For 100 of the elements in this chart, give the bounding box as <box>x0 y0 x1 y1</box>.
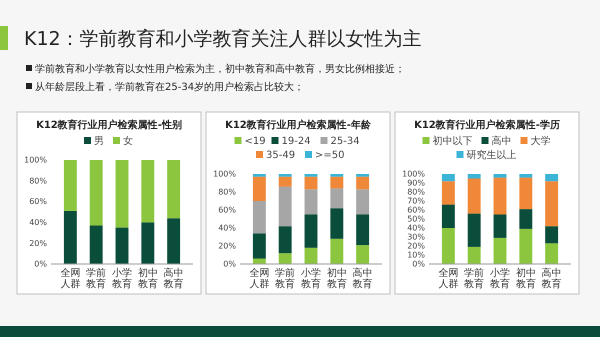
bar <box>494 178 506 214</box>
x-tick-label: 学前教育 <box>86 267 106 290</box>
bar <box>468 246 481 264</box>
chart-title: K12教育行业用户检索属性-学历 <box>414 119 560 131</box>
bar <box>519 178 532 210</box>
legend-label: 25-34 <box>330 136 360 147</box>
bar <box>442 228 455 264</box>
y-tick-label: 30% <box>407 232 426 242</box>
y-tick-label: 70% <box>407 196 426 206</box>
x-tick-label: 学前教育 <box>464 267 484 290</box>
bar <box>330 238 344 264</box>
bar <box>304 248 318 264</box>
bar <box>252 201 266 234</box>
y-tick-label: 0% <box>412 260 426 269</box>
y-tick-label: 20% <box>407 242 426 251</box>
y-tick-label: 100% <box>213 170 236 179</box>
legend-label: 高中 <box>492 135 512 147</box>
bar <box>356 189 370 214</box>
bar <box>278 186 292 226</box>
bar <box>356 174 370 177</box>
bar <box>252 258 266 264</box>
x-tick-label: 全网人群 <box>438 267 458 290</box>
legend-label: >=50 <box>315 150 344 161</box>
bar <box>252 174 266 177</box>
bar <box>252 176 266 201</box>
bar <box>304 214 318 248</box>
bar <box>141 222 154 264</box>
y-tick-label: 80% <box>407 188 426 197</box>
bar <box>116 160 128 228</box>
y-tick-label: 60% <box>218 206 236 215</box>
y-tick-label: 90% <box>407 178 426 188</box>
chart-title: K12教育行业用户检索属性-性别 <box>36 119 182 131</box>
x-tick-label: 小学教育 <box>112 267 132 290</box>
bar <box>356 214 370 246</box>
bar <box>64 160 77 211</box>
bar <box>545 174 558 182</box>
bar <box>167 218 180 264</box>
bar <box>330 176 344 188</box>
bar <box>545 243 558 264</box>
y-tick-label: 50% <box>407 214 426 224</box>
bar <box>167 160 180 218</box>
bar <box>64 210 77 264</box>
x-tick-label: 高中教育 <box>352 267 373 290</box>
text: 学前教育和小学教育以女性用户检索为主，初中教育和高中教育，男女比例相接近； <box>35 63 405 75</box>
y-tick-label: 40% <box>218 224 236 233</box>
x-tick-label: 初中教育 <box>516 267 536 290</box>
legend-label: 男 <box>94 136 104 147</box>
bar <box>545 181 558 226</box>
text: 从年龄层段上看，学前教育在25-34岁的用户检索占比较大； <box>35 81 304 93</box>
y-tick-label: 60% <box>407 206 426 215</box>
x-tick-label: 学前教育 <box>275 267 296 290</box>
bar <box>519 209 532 229</box>
bar <box>356 176 370 190</box>
legend-label: 35-49 <box>266 150 296 161</box>
y-tick-label: 60% <box>29 197 48 206</box>
x-tick-label: 小学教育 <box>301 267 321 290</box>
bar <box>116 228 128 264</box>
text: K12：学前教育和小学教育关注人群以女性为主 <box>24 28 422 50</box>
bar <box>90 160 103 226</box>
legend-label: 大学 <box>530 135 550 147</box>
chart-title: K12教育行业用户检索属性-年龄 <box>225 119 372 131</box>
y-tick-label: 20% <box>29 238 48 248</box>
legend-label: <19 <box>244 136 266 147</box>
bar <box>468 214 481 247</box>
y-tick-label: 100% <box>402 170 426 179</box>
bar <box>278 226 292 254</box>
bar <box>278 174 292 177</box>
y-tick-label: 40% <box>29 218 48 227</box>
y-tick-label: 100% <box>24 156 48 165</box>
bar <box>494 174 506 178</box>
x-tick-label: 小学教育 <box>490 267 510 290</box>
x-tick-label: 初中教育 <box>138 267 158 290</box>
x-tick-label: 初中教育 <box>326 267 347 290</box>
y-tick-label: 20% <box>218 242 236 251</box>
bar <box>442 181 455 205</box>
bar <box>304 189 318 214</box>
legend-label: 女 <box>123 135 133 147</box>
x-tick-label: 高中 教育 <box>164 267 184 290</box>
bar <box>468 174 481 178</box>
y-tick-label: 0% <box>223 260 236 269</box>
y-tick-label: 0% <box>34 260 48 269</box>
y-tick-label: 80% <box>218 188 236 197</box>
y-tick-label: 40% <box>407 224 426 233</box>
bar <box>304 174 318 177</box>
x-tick-label: 全网人群 <box>249 267 270 290</box>
legend-label: 初中以下 <box>432 135 472 147</box>
bar <box>90 226 103 264</box>
y-tick-label: 10% <box>407 250 426 260</box>
bar <box>330 174 344 177</box>
bar <box>356 245 370 264</box>
bar <box>141 160 154 222</box>
x-tick-label: 高中教育 <box>542 267 562 290</box>
bar <box>442 204 455 228</box>
bar <box>278 176 292 187</box>
y-tick-label: 80% <box>29 176 48 186</box>
x-tick-label: 全网人群 <box>60 267 80 290</box>
bar <box>330 208 344 239</box>
legend-label: 研究生以上 <box>466 149 516 161</box>
bar <box>545 226 558 244</box>
bar <box>519 174 532 178</box>
